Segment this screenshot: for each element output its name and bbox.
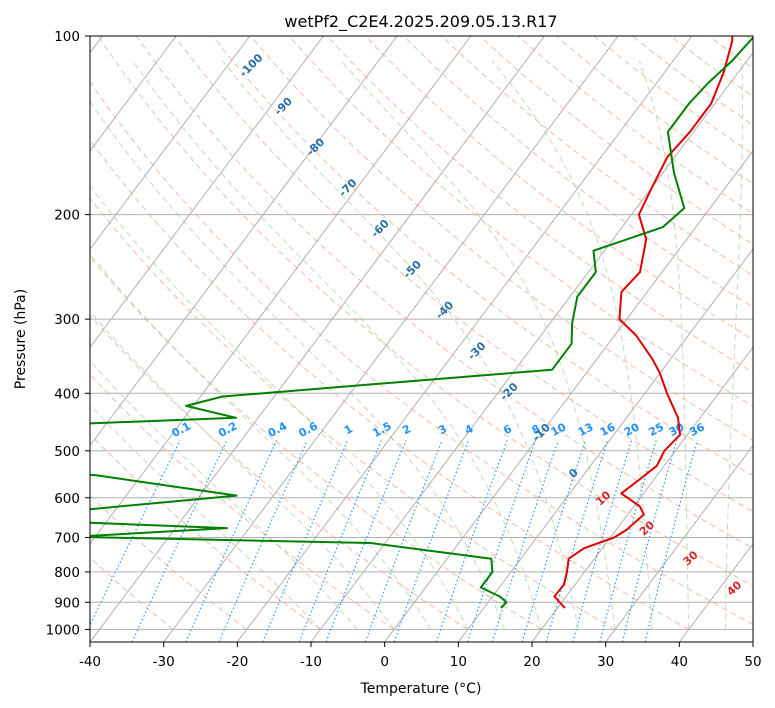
y-tick-label: 1000 <box>46 622 80 638</box>
isotherm-line <box>90 36 545 642</box>
mixing-ratio-label: 25 <box>646 420 666 439</box>
dry-adiabat-line <box>403 36 753 308</box>
dry-adiabat-line <box>517 36 753 215</box>
mixing-ratio-label: 30 <box>667 420 687 439</box>
mixing-ratio-line <box>599 440 657 642</box>
x-tick-label: 10 <box>450 654 467 670</box>
mixing-ratio-label: 16 <box>598 420 618 439</box>
isotherm-line <box>531 346 753 642</box>
y-tick-label: 500 <box>54 444 80 460</box>
moist-adiabat-line <box>340 60 616 630</box>
x-tick-label: -10 <box>300 654 322 670</box>
mixing-ratio-line <box>466 440 537 642</box>
isotherm-line <box>90 36 324 349</box>
mixing-ratio-line <box>298 440 382 642</box>
background-grid <box>90 36 753 642</box>
y-tick-label: 700 <box>54 531 80 547</box>
isotherm-line <box>605 444 753 642</box>
mixing-ratio-line <box>185 440 278 642</box>
y-axis-label: Pressure (hPa) <box>13 289 29 389</box>
dry-adiabat-line <box>326 36 753 374</box>
x-tick-label: 20 <box>523 654 540 670</box>
mixing-ratio-line <box>545 440 609 642</box>
isotherm-line <box>90 36 177 152</box>
x-tick-label: 0 <box>380 654 389 670</box>
y-tick-label: 900 <box>54 595 80 611</box>
y-tick-label: 600 <box>54 491 80 507</box>
dry-adiabat-line <box>212 36 753 477</box>
y-tick-label: 300 <box>54 312 80 328</box>
moist-adiabat-line <box>90 360 358 630</box>
dry-adiabat-line <box>90 255 542 630</box>
profile-series <box>90 36 753 609</box>
isotherm-line <box>90 36 398 447</box>
mixing-ratio-label: 13 <box>576 420 596 439</box>
moist-adiabat-line <box>132 60 542 630</box>
chart-title: wetPf2_C2E4.2025.209.05.13.R17 <box>284 12 557 32</box>
moist-adiabat-line <box>90 253 432 630</box>
x-axis-label: Temperature (°C) <box>360 681 482 697</box>
isotherm-line <box>457 248 753 642</box>
mixing-ratio-label: 36 <box>687 420 707 439</box>
y-tick-label: 200 <box>54 208 80 224</box>
y-tick-label: 100 <box>54 29 80 45</box>
dry-adiabat-line <box>90 314 469 630</box>
dry-adiabat-line <box>441 36 753 277</box>
dry-adiabat-line <box>174 36 753 512</box>
dewpoint-profile-line <box>90 36 753 609</box>
temperature-profile-line <box>553 36 734 609</box>
x-tick-label: -30 <box>153 654 175 670</box>
y-tick-label: 400 <box>54 386 80 402</box>
mixing-ratio-line <box>644 440 698 642</box>
isotherm-line <box>90 36 472 545</box>
dry-adiabat-line <box>90 494 248 630</box>
moist-adiabat-line <box>725 60 744 630</box>
isotherm-line <box>90 36 251 250</box>
mixing-ratio-line <box>218 440 308 642</box>
dry-adiabat-line <box>555 36 753 185</box>
mixing-ratio-label: 20 <box>622 420 642 439</box>
dry-adiabat-line <box>90 139 690 630</box>
dry-adiabat-line <box>250 36 753 442</box>
dry-adiabat-line <box>90 197 616 630</box>
mixing-ratio-line <box>491 440 559 642</box>
moist-adiabat-line <box>90 310 395 630</box>
dry-adiabat-line <box>593 36 753 155</box>
isotherm-line <box>384 150 753 642</box>
dry-adiabat-line <box>288 36 753 407</box>
y-tick-label: 800 <box>54 565 80 581</box>
x-tick-label: 30 <box>597 654 614 670</box>
moist-adiabat-line <box>90 184 469 630</box>
mixing-ratio-label: 10 <box>549 420 569 439</box>
mixing-ratio-line <box>325 440 407 642</box>
moist-adiabat-line <box>221 60 579 630</box>
plot-frame <box>89 35 754 643</box>
x-tick-label: -20 <box>226 654 248 670</box>
dry-adiabat-line <box>90 81 753 625</box>
axis-ticks: -40 -30 -20 -10 0 10 20 30 40 50 100 200 300 400 500 60… <box>46 29 762 670</box>
mixing-ratio-line <box>521 440 587 642</box>
x-tick-label: 40 <box>671 654 688 670</box>
dry-adiabat-line <box>97 36 753 587</box>
moist-adiabat-line <box>638 60 690 630</box>
dry-adiabat-line <box>135 36 753 549</box>
mixing-ratio-line <box>131 440 228 642</box>
x-tick-label: -40 <box>79 654 101 670</box>
x-tick-label: 50 <box>744 654 761 670</box>
mixing-ratio-line <box>621 440 678 642</box>
mixing-ratio-line <box>90 440 181 627</box>
moist-adiabat-line <box>90 100 506 630</box>
